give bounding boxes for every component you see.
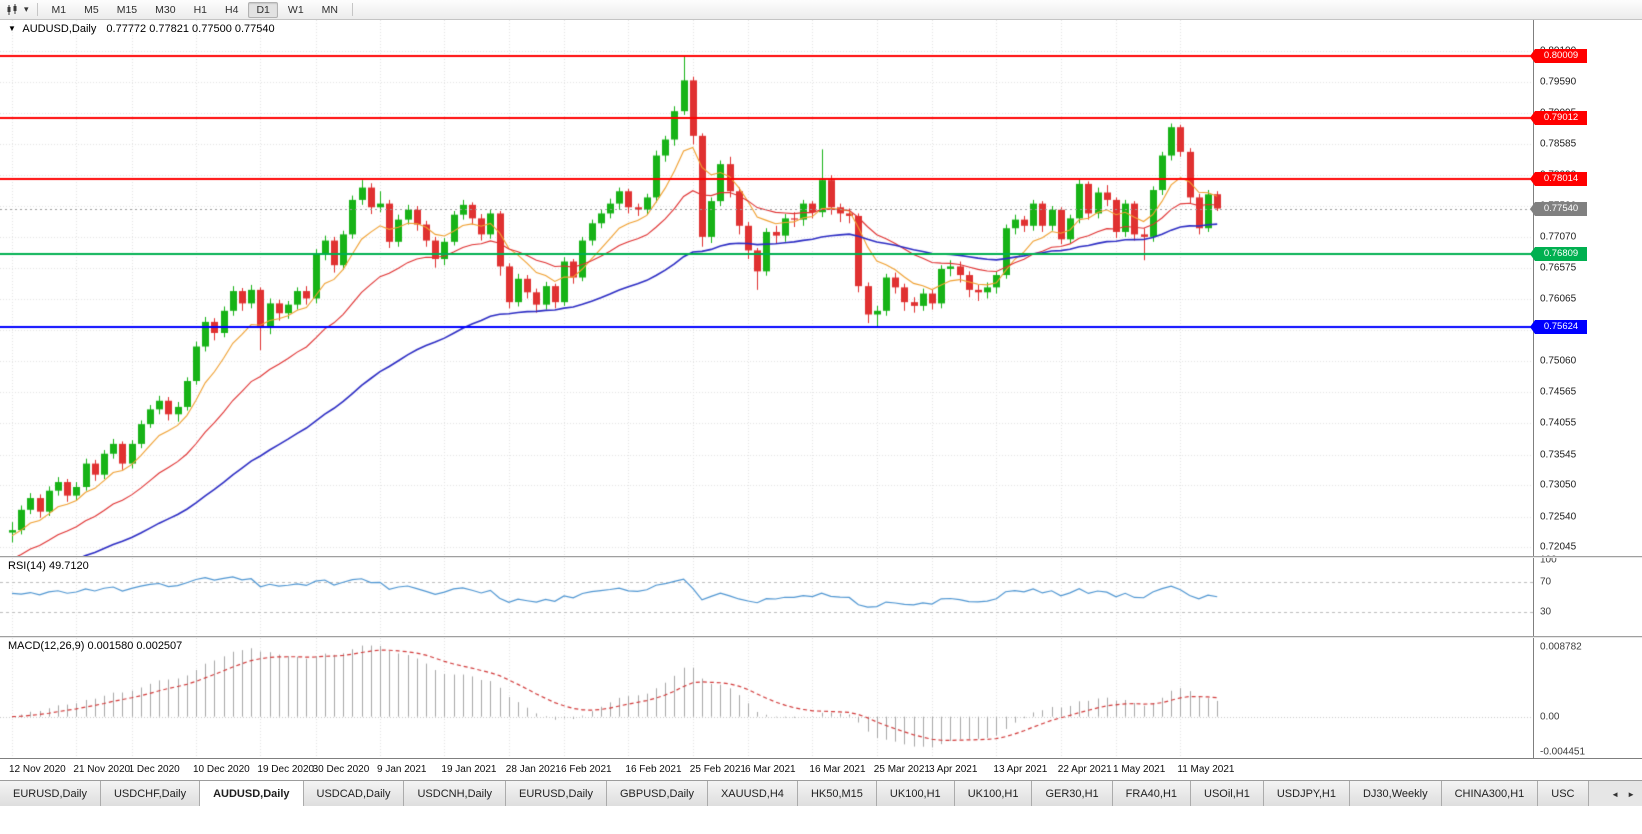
macd-scale-label: -0.004451 [1540,746,1586,758]
chart-tab-china300-h1[interactable]: CHINA300,H1 [1441,781,1539,806]
timeframe-button-m15[interactable]: M15 [116,3,138,16]
macd-scale-label: 0.008782 [1540,641,1582,653]
timeframe-button-h1[interactable]: H1 [193,3,208,16]
chart-tab-usdcad-daily[interactable]: USDCAD,Daily [303,781,405,806]
chart-tab-eurusd-daily[interactable]: EURUSD,Daily [506,781,607,806]
date-tick-label: 9 Jan 2021 [377,764,427,775]
date-tick-label: 6 Mar 2021 [745,764,796,775]
toolbar-separator [36,3,38,16]
toolbar-separator [352,3,353,16]
chart-tabs: EURUSD,Daily USDCHF,Daily AUDUSD,Daily USDC… [0,781,1642,806]
date-tick-label: 12 Nov 2020 [9,764,66,775]
price-tick-label: 0.74055 [1540,417,1577,429]
date-tick-label: 30 Dec 2020 [312,764,370,775]
tabs-scroll-right-button[interactable]: ► [1627,789,1635,799]
macd-title: MACD(12,26,9) 0.001580 0.002507 [8,640,183,652]
date-tick-label: 16 Feb 2021 [625,764,682,775]
chart-tab-ger30-h1[interactable]: GER30,H1 [1032,781,1113,806]
date-tick-label: 19 Dec 2020 [257,764,315,775]
price-tick-label: 0.76065 [1540,293,1577,305]
chart-type-dropdown-icon[interactable]: ▾ [24,4,29,14]
price-level-label: 0.79012 [1530,110,1587,125]
chart-ohlc-values: 0.77772 0.77821 0.77500 0.77540 [106,23,275,35]
chart-region: ▼ AUDUSD,Daily 0.77772 0.77821 0.77500 0… [0,20,1642,780]
chart-tab-xauusd-h4[interactable]: XAUUSD,H4 [707,781,798,806]
timeframe-toolbar: ▾ M1 M5 M15 M30 H1 H4 D1 W1 MN [0,0,1642,20]
date-tick-label: 25 Mar 2021 [873,764,930,775]
tab-scroll-controls: ◄ ► [1604,782,1642,806]
tabs-scroll-left-button[interactable]: ◄ [1611,789,1620,799]
chart-tab-hk50-m15[interactable]: HK50,M15 [797,781,877,806]
time-axis: 12 Nov 2020 21 Nov 2020 1 Dec 2020 10 Dec 2… [0,758,1642,780]
date-tick-label: 11 May 2021 [1177,764,1235,775]
pane-splitter[interactable] [0,556,1642,558]
chart-tab-audusd-daily[interactable]: AUDUSD,Daily [200,781,304,806]
macd-indicator-canvas[interactable] [0,638,1533,758]
one-click-trading-arrow-icon[interactable]: ▼ [8,24,16,33]
chart-symbol-label: AUDUSD,Daily [22,23,97,35]
price-level-label: 0.78014 [1530,172,1587,187]
chart-tab-dj30-weekly[interactable]: DJ30,Weekly [1349,781,1442,806]
price-axis: 0.801000.795900.790950.785850.780900.775… [1530,20,1642,758]
chart-tab-eurusd-daily[interactable]: EURUSD,Daily [0,781,101,806]
price-tick-label: 0.72540 [1540,511,1577,523]
chart-tab-usc[interactable]: USC [1538,781,1589,806]
chart-tab-usdcnh-daily[interactable]: USDCNH,Daily [404,781,507,806]
date-tick-label: 19 Jan 2021 [441,764,497,775]
timeframe-button-w1[interactable]: W1 [287,3,304,16]
date-tick-label: 3 Apr 2021 [929,764,978,775]
date-tick-label: 13 Apr 2021 [993,764,1048,775]
timeframe-button-d1[interactable]: D1 [248,1,278,18]
chart-tab-gbpusd-daily[interactable]: GBPUSD,Daily [607,781,708,806]
chart-title: ▼ AUDUSD,Daily 0.77772 0.77821 0.77500 0… [8,23,275,35]
rsi-scale-label: 100 [1540,554,1557,566]
price-tick-label: 0.75060 [1540,355,1577,367]
rsi-title: RSI(14) 49.7120 [8,560,89,572]
chart-tab-bar: EURUSD,Daily USDCHF,Daily AUDUSD,Daily USDC… [0,780,1642,806]
date-tick-label: 10 Dec 2020 [193,764,250,775]
date-tick-label: 28 Jan 2021 [505,764,561,775]
current-price-label: 0.77540 [1530,201,1587,216]
macd-scale-label: 0.00 [1540,711,1560,723]
chart-tab-usdjpy-h1[interactable]: USDJPY,H1 [1263,781,1350,806]
price-level-label: 0.76809 [1530,246,1587,261]
chart-tab-fra40-h1[interactable]: FRA40,H1 [1112,781,1192,806]
price-level-label: 0.75624 [1530,319,1587,334]
date-tick-label: 6 Feb 2021 [561,764,612,775]
timeframe-button-m30[interactable]: M30 [155,3,176,16]
candlestick-chart-canvas[interactable] [0,20,1533,556]
pane-splitter[interactable] [0,636,1642,638]
price-tick-label: 0.77070 [1540,231,1577,243]
price-tick-label: 0.78585 [1540,138,1577,150]
timeframe-button-m1[interactable]: M1 [51,3,67,16]
price-tick-label: 0.74565 [1540,386,1577,398]
rsi-scale-label: 30 [1540,606,1552,618]
chart-tab-usdchf-daily[interactable]: USDCHF,Daily [100,781,201,806]
price-tick-label: 0.73050 [1540,479,1577,491]
timeframe-button-m5[interactable]: M5 [84,3,99,16]
date-tick-label: 1 Dec 2020 [128,764,180,775]
date-tick-label: 25 Feb 2021 [689,764,746,775]
chart-tab-uk100-h1[interactable]: UK100,H1 [876,781,955,806]
chart-tab-uk100-h1[interactable]: UK100,H1 [954,781,1033,806]
rsi-indicator-canvas[interactable] [0,558,1533,636]
price-tick-label: 0.72045 [1540,541,1577,553]
timeframe-button-group: M1 M5 M15 M30 H1 H4 D1 W1 MN [43,1,347,18]
rsi-scale-label: 70 [1540,576,1552,588]
date-tick-label: 22 Apr 2021 [1057,764,1112,775]
timeframe-button-h4[interactable]: H4 [225,3,239,16]
date-tick-label: 1 May 2021 [1113,764,1166,775]
candlestick-chart-icon[interactable] [6,3,19,16]
timeframe-button-mn[interactable]: MN [321,3,338,16]
price-tick-label: 0.73545 [1540,449,1577,461]
price-tick-label: 0.76575 [1540,262,1577,274]
date-tick-label: 16 Mar 2021 [809,764,866,775]
price-level-label: 0.80009 [1530,49,1587,64]
chart-tab-usoil-h1[interactable]: USOil,H1 [1191,781,1264,806]
price-tick-label: 0.79590 [1540,76,1577,88]
date-tick-label: 21 Nov 2020 [73,764,131,775]
